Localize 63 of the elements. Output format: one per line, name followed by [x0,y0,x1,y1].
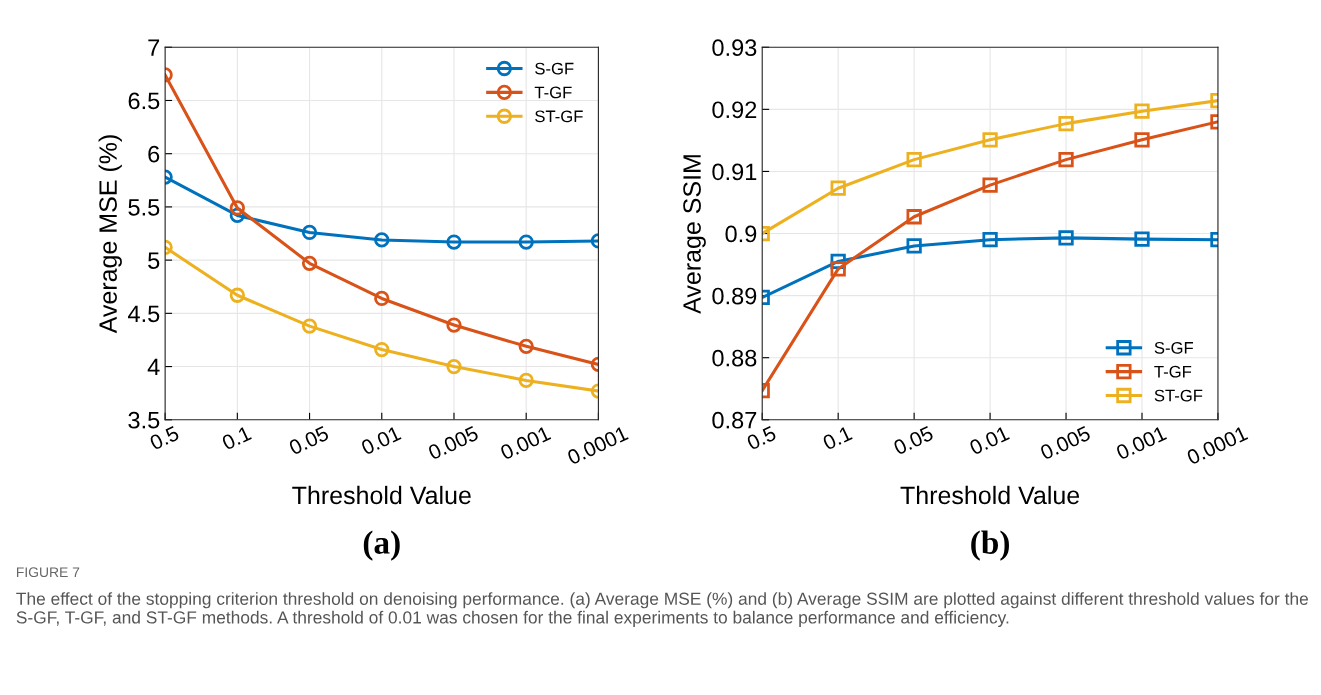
y-axis-title: Average MSE (%) [98,135,122,334]
y-tick-label: 0.88 [712,349,757,367]
y-tick-label: 6 [148,145,160,163]
y-tick-label: 5.5 [128,199,160,216]
y-tick-label: 0.92 [712,101,757,119]
y-tick-label: 0.89 [712,287,757,305]
y-tick-label: 0.93 [712,39,757,57]
y-tick-label: 5 [148,252,160,269]
legend-label: ST-GF [535,110,583,123]
point [1058,152,1074,168]
x-tick-label: 0.1 [821,425,853,451]
point [518,338,534,354]
text: The effect of the stopping criterion threshold on denoising performance. (a) Average MSE (%) and (b) Average SSIM are plotted against different threshold values for the S-GF, T-GF, and ST-GF methods. A threshold of 0.01 was chosen for the final experiments to balance performance and efficiency. [16,592,1308,628]
point [982,177,998,193]
x-tick-label: 0.05 [288,425,330,456]
point [518,372,534,389]
point [906,152,922,168]
point [1058,230,1074,246]
x-tick-label: 0.01 [968,425,1010,456]
point [830,261,846,277]
y-tick-label: 0.91 [712,163,757,181]
point [1134,132,1150,148]
y-tick-label: 7 [148,39,160,56]
x-tick-label: 0.1 [221,425,252,451]
point [518,234,534,250]
caption: FIGURE 7 [16,567,80,578]
point [906,209,922,225]
legend-label: S-GF [1154,341,1194,354]
point [830,180,846,196]
point [446,358,462,375]
x-tick-label: 0.05 [892,425,935,456]
point [446,234,462,250]
point [374,290,390,307]
point [1134,103,1150,119]
point [374,232,390,248]
y-tick-label: 4 [147,358,160,376]
y-tick-label: 6.5 [128,92,160,110]
point [374,341,390,358]
y-axis-title: Average SSIM [683,155,706,314]
legend-label: T-GF [1154,365,1192,378]
legend-label: S-GF [535,62,574,75]
legend-label: ST-GF [1154,389,1203,402]
point [982,232,998,248]
x-tick-label: 0.005 [427,425,480,461]
point [982,132,998,148]
x-axis-title: Threshold Value [900,485,1080,505]
x-axis-title: Threshold Value [292,485,471,505]
point [1134,231,1150,247]
y-tick-label: 4.5 [127,305,160,323]
x-tick-label: 0.005 [1039,425,1092,461]
x-tick-label: 0.01 [360,425,402,456]
x-tick-label: 0.001 [499,425,552,461]
text: (b) [971,530,1009,561]
point [301,318,318,334]
point [1058,115,1074,132]
legend-label: T-GF [534,86,572,99]
point [446,317,462,333]
point [301,255,318,271]
y-tick-label: 0.9 [725,225,757,243]
text: (a) [363,530,400,561]
x-tick-label: 0.001 [1115,425,1168,461]
point [906,238,922,254]
point [301,224,318,241]
